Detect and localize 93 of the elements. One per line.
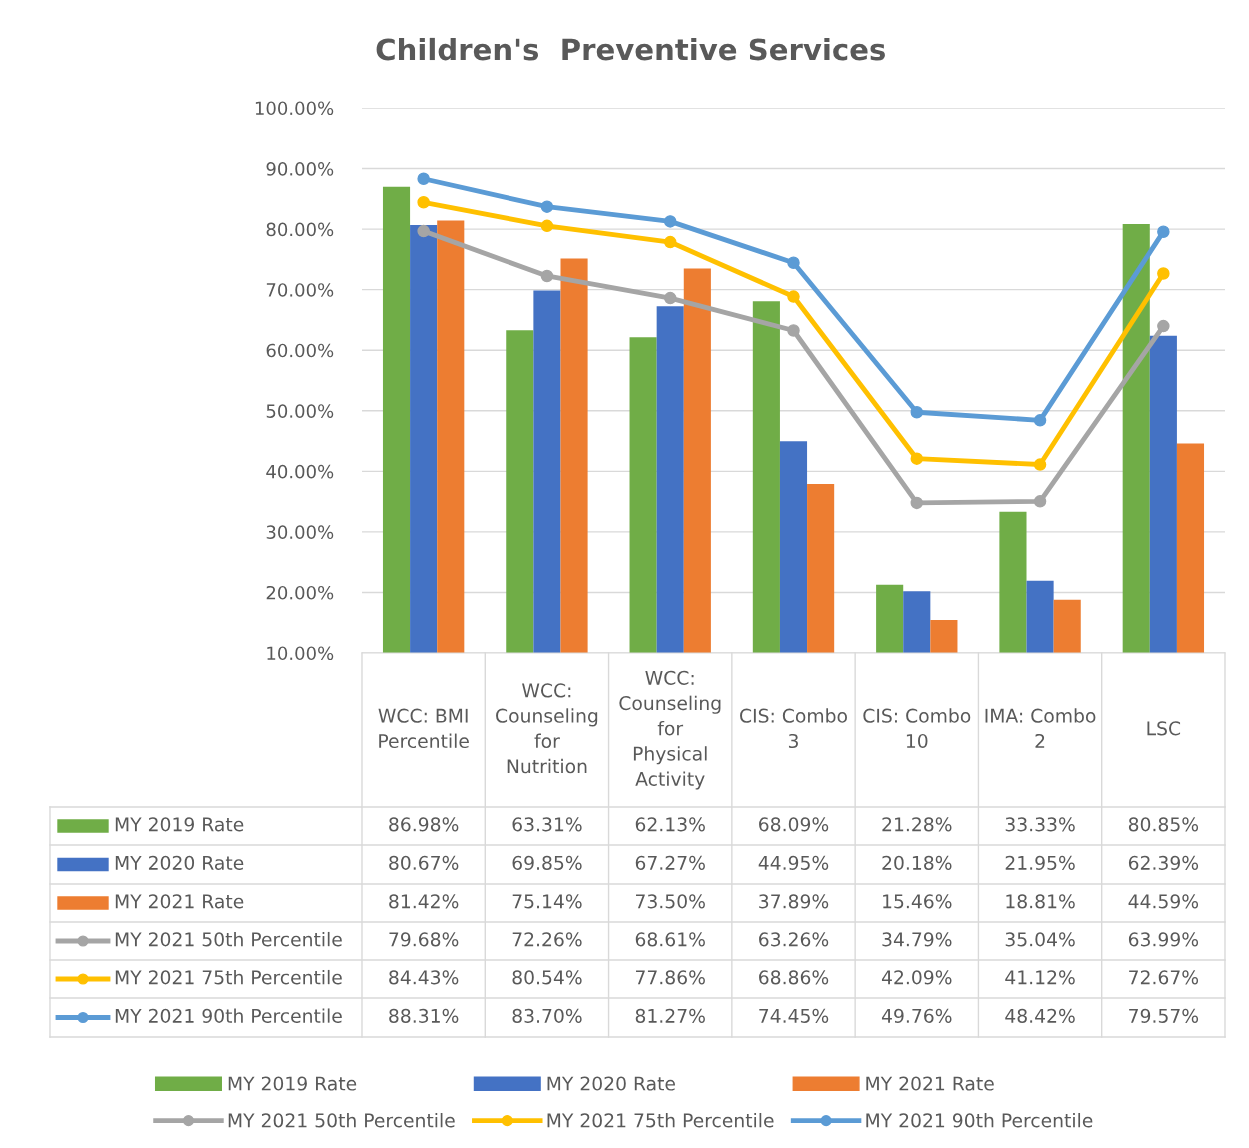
data-label: 75.14% — [512, 894, 582, 909]
data-label: 63.31% — [512, 817, 582, 832]
y-tick-label: 50.00% — [266, 404, 334, 418]
legend-label: MY 2020 Rate — [115, 855, 244, 870]
point — [787, 290, 800, 303]
data-label: 41.12% — [1005, 970, 1075, 985]
text: MY 2021 90th Percentile — [866, 1112, 1093, 1128]
data-label: 72.26% — [512, 932, 582, 947]
data-label: 80.54% — [512, 970, 582, 985]
legend-label: MY 2021 90th Percentile — [115, 1008, 342, 1023]
data-label: 21.28% — [882, 817, 952, 832]
data-label: 69.85% — [512, 855, 582, 870]
data-label: 68.09% — [759, 817, 829, 832]
data-label: 63.99% — [1128, 932, 1199, 947]
data-label: 73.50% — [636, 894, 705, 909]
data-label: 81.27% — [635, 1008, 705, 1023]
text: MY 2021 50th Percentile — [228, 1112, 455, 1128]
data-label: 83.70% — [512, 1008, 582, 1023]
x-tick-label: WCC: Counseling for Physical Activity — [619, 670, 721, 790]
x-tick-label: CIS: Combo 10 — [863, 708, 971, 749]
data-label: 62.39% — [1128, 855, 1199, 870]
x-tick-label: WCC: Counseling for Nutrition — [496, 683, 598, 774]
y-tick-label: 40.00% — [266, 464, 334, 479]
point — [787, 324, 800, 337]
data-label: 42.09% — [881, 970, 952, 985]
data-label: 80.67% — [389, 855, 459, 870]
data-label: 79.57% — [1129, 1008, 1199, 1023]
data-label: 84.43% — [389, 970, 459, 985]
data-label: 35.04% — [1005, 932, 1075, 947]
point — [540, 200, 554, 213]
y-tick-label: 10.00% — [267, 646, 334, 661]
point — [540, 269, 554, 283]
data-label: 80.85% — [1128, 817, 1199, 832]
data-label: 48.42% — [1005, 1008, 1075, 1023]
point — [1033, 414, 1047, 427]
text: MY 2019 Rate — [228, 1076, 357, 1091]
y-tick-label: 20.00% — [266, 585, 334, 600]
point — [1157, 319, 1170, 333]
data-label: 37.89% — [759, 894, 829, 909]
data-label: 20.18% — [882, 855, 952, 870]
data-label: 81.42% — [389, 894, 459, 909]
legend-label: MY 2021 75th Percentile — [115, 969, 342, 985]
data-label: 68.61% — [635, 932, 705, 947]
point — [417, 224, 430, 238]
text: MY 2021 Rate — [866, 1076, 994, 1091]
point — [540, 219, 554, 233]
point — [417, 196, 430, 209]
point — [787, 256, 800, 269]
data-label: 18.81% — [1006, 894, 1075, 909]
x-tick-label: CIS: Combo 3 — [740, 708, 847, 749]
legend-label: MY 2021 50th Percentile — [115, 931, 342, 947]
data-label: 88.31% — [389, 1008, 459, 1023]
x-tick-label: WCC: BMI Percentile — [378, 708, 469, 749]
text: MY 2020 Rate — [547, 1076, 675, 1091]
text: MY 2021 75th Percentile — [547, 1112, 774, 1128]
data-label: 15.46% — [883, 894, 952, 909]
point — [663, 215, 677, 228]
x-tick-label: LSC — [1147, 721, 1181, 736]
data-label: 79.68% — [389, 932, 459, 947]
point — [910, 405, 924, 419]
point — [663, 291, 677, 305]
data-label: 33.33% — [1005, 817, 1075, 832]
point — [1157, 225, 1170, 238]
data-label: 34.79% — [882, 932, 952, 947]
data-label: 74.45% — [759, 1008, 829, 1023]
y-tick-label: 90.00% — [266, 162, 334, 176]
point — [910, 496, 924, 510]
point — [910, 452, 924, 465]
data-label: 44.95% — [758, 855, 829, 870]
data-label: 67.27% — [635, 855, 705, 870]
y-tick-label: 80.00% — [266, 222, 334, 237]
data-label: 68.86% — [759, 970, 829, 985]
y-tick-label: 70.00% — [266, 283, 334, 297]
data-label: 63.26% — [759, 932, 829, 947]
data-label: 44.59% — [1128, 894, 1199, 909]
data-label: 21.95% — [1005, 855, 1075, 870]
y-tick-label: 60.00% — [266, 343, 334, 358]
point — [1033, 495, 1047, 508]
point — [1157, 267, 1170, 280]
data-label: 62.13% — [635, 817, 705, 832]
legend-label: MY 2021 Rate — [115, 894, 244, 909]
legend-label: MY 2019 Rate — [115, 817, 244, 832]
data-label: 49.76% — [881, 1008, 952, 1023]
x-tick-label: IMA: Combo 2 — [985, 708, 1096, 748]
data-label: 86.98% — [389, 817, 459, 832]
point — [663, 235, 677, 249]
data-label: 77.86% — [636, 970, 705, 985]
chart-title: Children's Preventive Services — [376, 37, 885, 61]
y-tick-label: 30.00% — [266, 525, 334, 540]
point — [417, 172, 430, 186]
y-tick-label: 100.00% — [255, 101, 334, 116]
point — [1033, 458, 1047, 471]
data-label: 72.67% — [1129, 970, 1199, 985]
